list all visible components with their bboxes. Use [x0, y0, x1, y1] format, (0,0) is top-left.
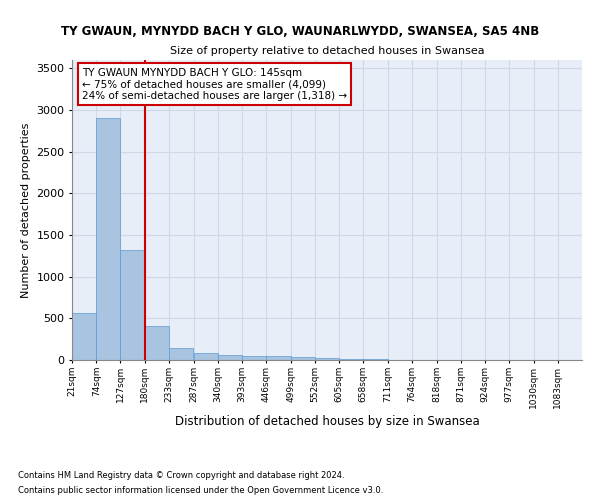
Bar: [72, 314, 96, 360]
Bar: [169, 348, 193, 360]
Bar: [194, 354, 218, 360]
Bar: [96, 118, 121, 360]
Bar: [218, 356, 242, 360]
Title: Size of property relative to detached houses in Swansea: Size of property relative to detached ho…: [170, 46, 484, 56]
Bar: [290, 357, 315, 360]
Bar: [121, 250, 145, 360]
Bar: [266, 356, 290, 360]
Y-axis label: Number of detached properties: Number of detached properties: [20, 122, 31, 298]
Bar: [145, 326, 169, 360]
Text: TY GWAUN, MYNYDD BACH Y GLO, WAUNARLWYDD, SWANSEA, SA5 4NB: TY GWAUN, MYNYDD BACH Y GLO, WAUNARLWYDD…: [61, 25, 539, 38]
Text: TY GWAUN MYNYDD BACH Y GLO: 145sqm
← 75% of detached houses are smaller (4,099)
: TY GWAUN MYNYDD BACH Y GLO: 145sqm ← 75%…: [82, 68, 347, 100]
Bar: [242, 356, 266, 360]
Text: Contains HM Land Registry data © Crown copyright and database right 2024.: Contains HM Land Registry data © Crown c…: [18, 471, 344, 480]
Text: Contains public sector information licensed under the Open Government Licence v3: Contains public sector information licen…: [18, 486, 383, 495]
X-axis label: Distribution of detached houses by size in Swansea: Distribution of detached houses by size …: [175, 414, 479, 428]
Bar: [315, 358, 339, 360]
Bar: [339, 359, 364, 360]
